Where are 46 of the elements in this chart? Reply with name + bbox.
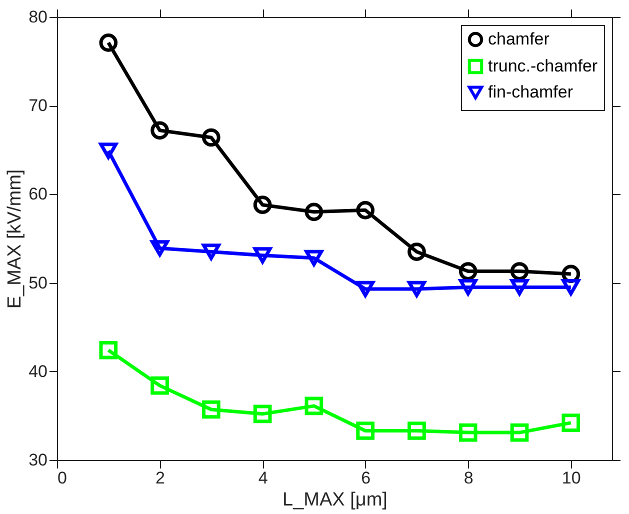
x-axis-title: L_MAX [μm] [282, 490, 388, 510]
point [356, 422, 374, 440]
y-tick-label: 40 [28, 362, 48, 381]
y-tick-label: 50 [28, 273, 48, 292]
legend-label: chamfer [488, 30, 550, 48]
point [408, 280, 426, 298]
x-tick-label: 8 [464, 468, 474, 488]
x-tick-label: 6 [361, 468, 371, 488]
x-tick-label: 10 [562, 468, 581, 488]
point [304, 202, 324, 222]
y-tick-label: 70 [28, 96, 48, 116]
point [458, 279, 478, 296]
point [458, 262, 478, 280]
legend-label: fin-chamfer [488, 82, 574, 102]
point [150, 121, 169, 140]
y-axis-title: E_MAX [kV/mm] [4, 169, 26, 309]
point [253, 247, 272, 264]
y-tick-label: 30 [28, 450, 48, 470]
point [253, 404, 272, 424]
point [202, 400, 220, 419]
point [510, 262, 529, 280]
point [202, 244, 220, 260]
point [562, 414, 580, 432]
y-tick-label: 80 [28, 8, 48, 26]
point [510, 279, 529, 296]
point [150, 376, 169, 395]
x-tick-label: 2 [156, 468, 166, 488]
point [304, 250, 324, 266]
point [99, 34, 118, 52]
legend-label: trunc.-chamfer [488, 56, 598, 76]
point [408, 242, 426, 261]
point [99, 340, 118, 360]
point [408, 422, 426, 440]
point [99, 142, 118, 159]
point [562, 279, 580, 296]
point [304, 396, 324, 416]
point [253, 196, 272, 214]
x-tick-label: 4 [258, 468, 268, 488]
point [458, 423, 478, 442]
point [356, 200, 374, 220]
point [202, 128, 220, 147]
point [510, 423, 529, 442]
x-tick-label: 0 [58, 468, 67, 488]
y-tick-label: 60 [28, 184, 48, 204]
point [356, 280, 374, 298]
point [150, 240, 169, 256]
